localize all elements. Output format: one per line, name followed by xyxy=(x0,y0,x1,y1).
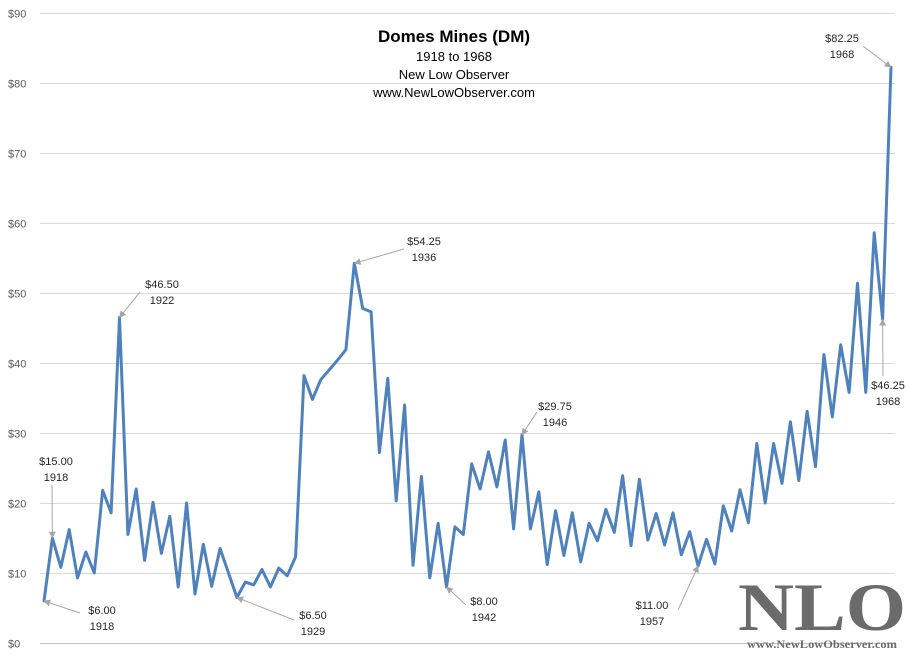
annotation-year-label: 1918 xyxy=(44,472,68,484)
y-tick-label: $10 xyxy=(8,569,26,581)
annotation-arrow xyxy=(445,586,467,606)
annotation-value-label: $82.25 xyxy=(825,33,859,45)
y-tick-label: $90 xyxy=(8,9,26,21)
y-tick-label: $50 xyxy=(8,289,26,301)
annotation-arrow xyxy=(521,411,538,436)
annotation-arrow xyxy=(43,599,81,614)
annotation-value-label: $46.50 xyxy=(145,279,179,291)
nlo-logo-text: NLO xyxy=(738,569,906,645)
annotation: $11.00 1957 xyxy=(636,565,699,628)
y-tick-label: $70 xyxy=(8,149,26,161)
y-axis-tick-labels: $0 $10 $20 $30 $40 $50 $60 $70 $80 $90 xyxy=(8,9,26,651)
y-tick-label: $20 xyxy=(8,499,26,511)
annotation-year-label: 1929 xyxy=(301,626,325,638)
annotation-value-label: $54.25 xyxy=(407,236,441,248)
annotation-year-label: 1942 xyxy=(472,612,496,624)
annotation-year-label: 1957 xyxy=(640,616,664,628)
gridlines xyxy=(40,13,895,644)
annotation: $8.00 1942 xyxy=(445,586,498,624)
annotation-year-label: 1968 xyxy=(830,49,854,61)
annotation: $82.25 1968 xyxy=(825,33,892,68)
annotation: $46.50 1922 xyxy=(119,279,179,319)
annotation-value-label: $8.00 xyxy=(470,596,498,608)
annotation: $15.00 1918 xyxy=(39,456,73,539)
annotation-value-label: $6.50 xyxy=(299,610,327,622)
annotation-value-label: $29.75 xyxy=(538,401,572,413)
y-tick-label: $40 xyxy=(8,359,26,371)
annotation: $46.25 1968 xyxy=(871,318,905,408)
annotation: $6.00 1918 xyxy=(43,599,116,633)
annotation-arrow xyxy=(119,291,141,319)
annotation: $54.25 1936 xyxy=(353,236,441,265)
y-tick-label: $60 xyxy=(8,219,26,231)
annotation-value-label: $6.00 xyxy=(88,605,116,617)
price-series xyxy=(42,65,893,603)
annotation-year-label: 1968 xyxy=(876,396,900,408)
annotation-arrow xyxy=(677,565,699,611)
series-line xyxy=(42,65,893,603)
annotation-year-label: 1936 xyxy=(412,252,436,264)
chart-subtitle-dates: 1918 to 1968 xyxy=(416,49,492,64)
annotation-value-label: $11.00 xyxy=(636,600,669,612)
nlo-logo-url: www.NewLowObserver.com xyxy=(747,637,897,651)
y-tick-label: $0 xyxy=(8,639,20,651)
annotation-year-label: 1918 xyxy=(90,621,114,633)
annotation: $6.50 1929 xyxy=(236,596,327,638)
y-tick-label: $80 xyxy=(8,79,26,91)
annotation-arrow xyxy=(236,596,295,621)
annotation-value-label: $46.25 xyxy=(871,380,905,392)
annotation: $29.75 1946 xyxy=(521,401,572,436)
nlo-watermark-logo: NLO www.NewLowObserver.com xyxy=(738,569,906,651)
annotation-arrow xyxy=(862,45,892,68)
chart-title: Domes Mines (DM) xyxy=(378,27,530,46)
annotation-arrow xyxy=(353,248,405,265)
annotation-year-label: 1922 xyxy=(150,295,174,307)
y-tick-label: $30 xyxy=(8,429,26,441)
annotations: $15.00 1918 $6.00 1918 $46.50 1922 $6.50 1929 $5… xyxy=(39,33,905,638)
annotation-value-label: $15.00 xyxy=(39,456,73,468)
annotation-year-label: 1946 xyxy=(543,417,567,429)
chart-subtitle-source: New Low Observer xyxy=(399,67,510,82)
chart-subtitle-url: www.NewLowObserver.com xyxy=(372,85,535,100)
